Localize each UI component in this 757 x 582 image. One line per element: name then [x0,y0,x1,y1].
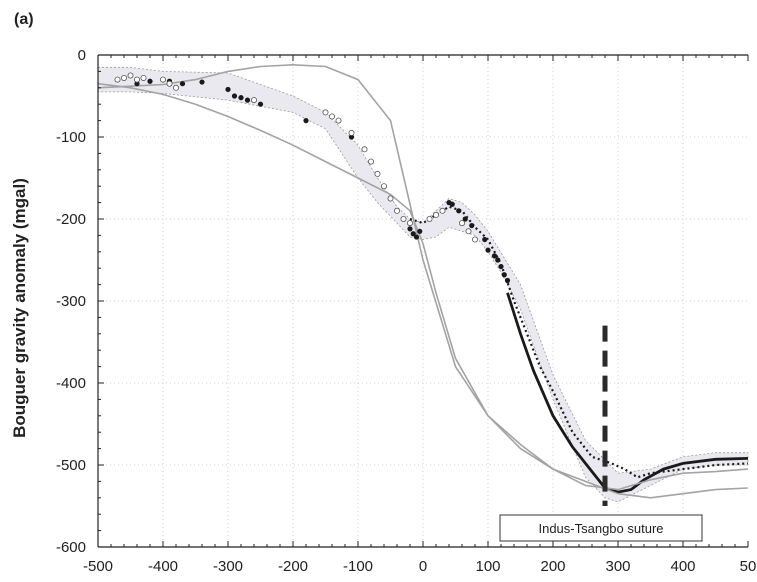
open-data-point [166,80,173,87]
open-data-point [426,215,433,222]
filled-data-point [410,231,416,237]
open-data-point [406,220,413,227]
y-tick-label: 0 [78,47,86,64]
open-data-point [465,228,472,235]
y-tick-labels: 0 -100 -200 -300 -400 -500 -600 [56,47,86,556]
open-data-point [348,129,355,136]
open-data-point [380,183,387,190]
filled-data-point [257,101,264,107]
filled-data-point [498,263,504,270]
open-data-point [322,109,329,116]
x-tick-label: 400 [670,558,695,575]
filled-data-point [413,234,420,240]
open-data-point [387,195,394,202]
filled-data-point [407,226,413,232]
x-tick-label: -100 [343,558,373,575]
suture-label-frame [499,514,703,542]
open-data-point [127,72,134,79]
x-tick-label: 0 [419,558,427,575]
open-data-point [159,76,166,83]
filled-data-point [238,95,244,101]
filled-data-point [225,86,231,93]
open-data-point [121,74,128,81]
open-data-point [432,211,439,218]
open-data-point [335,117,342,124]
y-tick-label: -300 [56,293,86,310]
x-tick-label: -500 [83,558,113,575]
panel-label: (a) [14,11,34,28]
open-data-point [400,215,407,222]
filled-data-point [456,208,462,214]
filled-data-point [179,81,186,87]
x-tick-label: 300 [605,558,630,575]
open-data-point [367,158,374,165]
y-axis-label: Bouguer gravity anomaly (mgal) [10,178,29,438]
filled-data-point [491,253,498,259]
filled-data-point [147,78,153,84]
tick-marks [97,54,749,548]
gray-model-curve-3 [97,82,749,499]
filled-data-point [504,277,511,284]
suture-label: Indus-Tsangbo suture [538,521,663,536]
y-tick-label: -600 [56,539,86,556]
x-tick-label: 100 [475,558,500,575]
uncertainty-band [97,66,749,503]
solid-model-curve [506,292,749,494]
grid-lines [98,55,748,547]
y-tick-label: -400 [56,375,86,392]
filled-data-point [449,201,455,207]
open-data-point [172,84,179,91]
filled-data-point [244,97,251,103]
y-tick-label: -200 [56,211,86,228]
filled-data-point [485,247,491,253]
filled-data-point [469,222,475,229]
x-tick-label: 50 [740,558,757,575]
open-data-point [439,207,446,214]
filled-data-point [482,236,488,243]
open-data-point [328,113,335,120]
x-tick-labels: -500 -400 -300 -200 -100 0 100 200 300 400 50 [83,558,756,575]
x-tick-label: -300 [213,558,243,575]
filled-data-point [303,118,309,124]
gray-model-curve-2 [97,63,749,491]
filled-data-point [417,228,423,234]
filled-data-point [348,134,355,140]
x-tick-label: 200 [540,558,565,575]
filled-data-point [501,272,507,278]
open-data-point [374,170,381,177]
suture-label-box: Indus-Tsangbo suture [499,514,703,542]
series-group [97,63,749,499]
open-data-point [133,76,140,83]
open-data-point [393,207,400,214]
y-tick-label: -100 [56,129,86,146]
open-data-point [458,220,465,227]
filled-data-point [495,257,501,263]
open-data-point [361,146,368,153]
filled-data-point [231,93,238,99]
open-data-point [140,74,147,81]
x-tick-label: -400 [148,558,178,575]
filled-data-point [462,216,468,222]
open-data-point [250,97,257,104]
filled-data-point [199,79,205,85]
x-tick-label: -200 [278,558,308,575]
y-tick-label: -500 [56,457,86,474]
filled-data-point [134,81,140,87]
open-data-point [471,236,478,243]
open-data-point [114,76,121,83]
